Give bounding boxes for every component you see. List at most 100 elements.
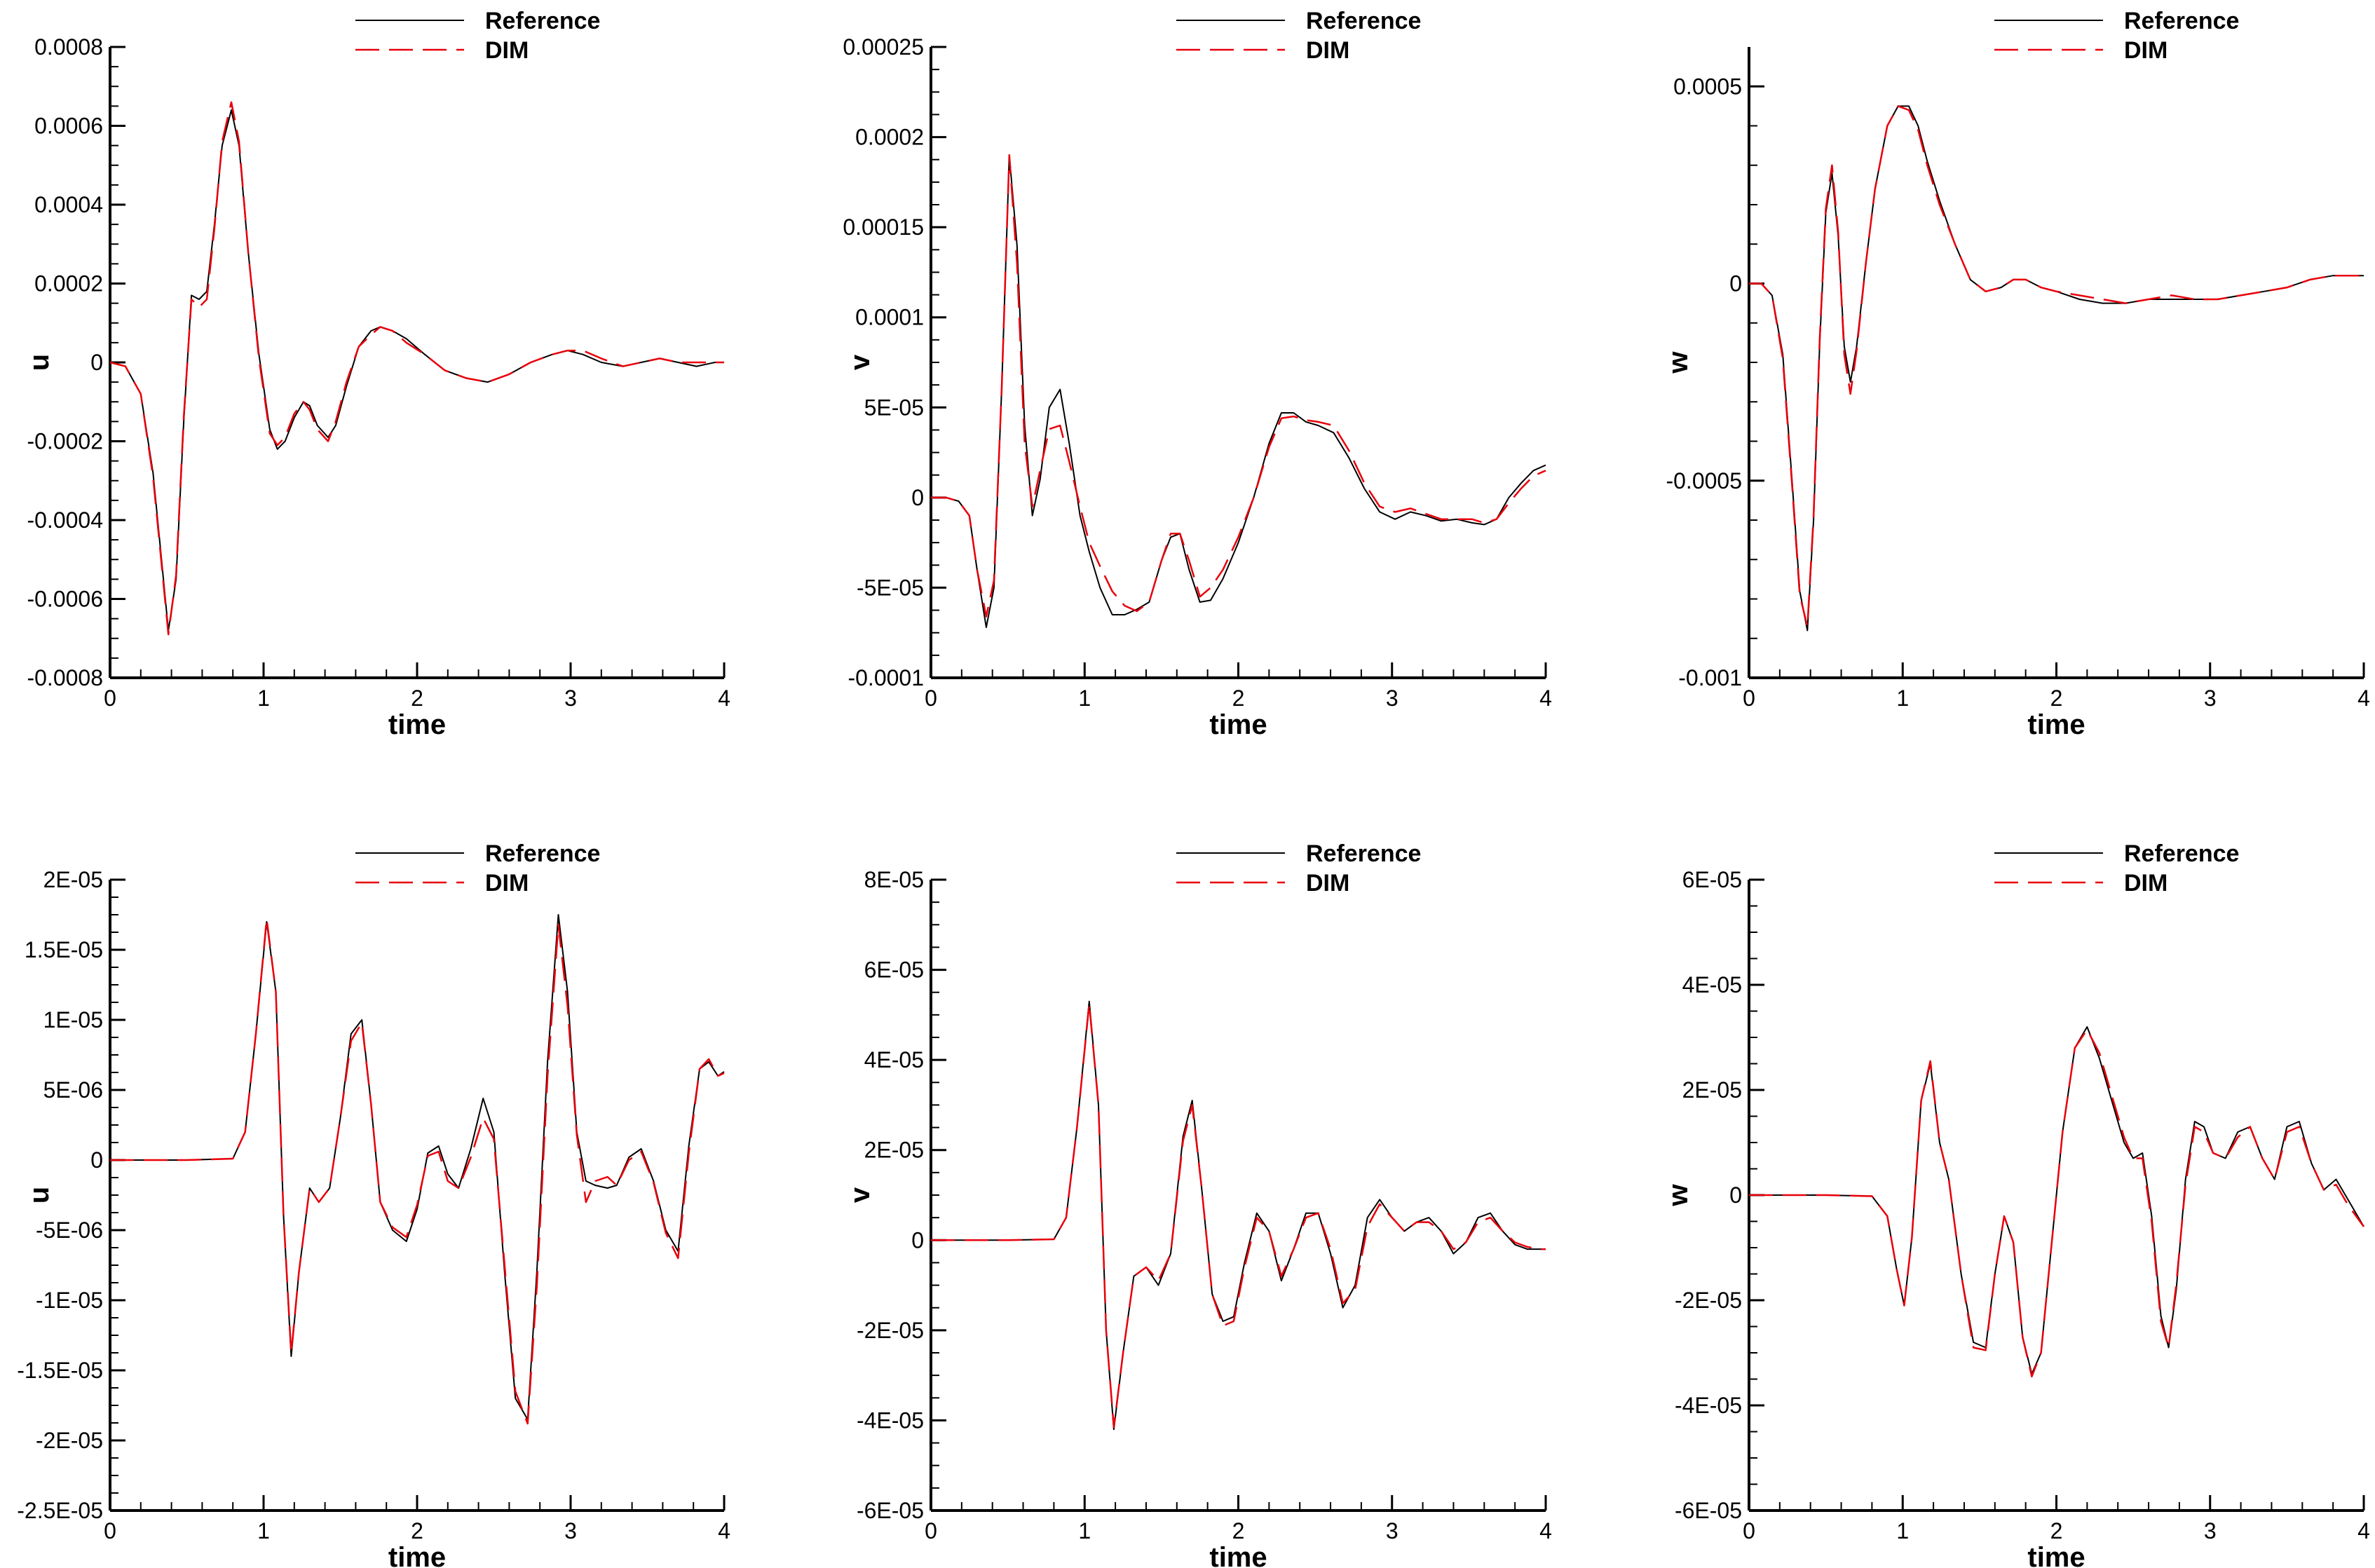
x-tick-label: 0 <box>1743 1518 1755 1543</box>
y-tick-label: -6E-05 <box>857 1498 924 1523</box>
x-axis-title: time <box>1209 1542 1267 1568</box>
y-tick-label: 0.00025 <box>843 34 924 60</box>
x-tick-label: 2 <box>411 1518 423 1543</box>
x-tick-label: 0 <box>104 686 116 711</box>
y-tick-label: 0 <box>911 485 924 510</box>
y-tick-label: -2E-05 <box>1675 1288 1742 1313</box>
y-tick-label: -5E-05 <box>857 575 924 600</box>
x-tick-label: 3 <box>1386 686 1399 711</box>
x-axis-title: time <box>388 1542 446 1568</box>
y-tick-label: 1E-05 <box>43 1007 103 1032</box>
x-tick-label: 1 <box>1896 686 1909 711</box>
chart-panel-4: 0 1 2 3 4 -2.5E-05 -2E-05 -1.5E-05 -1E-05 -5E-06 0… <box>17 840 730 1568</box>
y-tick-label: -2.5E-05 <box>17 1498 103 1523</box>
legend-dim-label: DIM <box>1306 37 1349 64</box>
chart-panel-3: 0 1 2 3 4 -0.001 -0.0005 0 0.0005 time w Reference D… <box>1663 8 2370 740</box>
y-tick-label: 0 <box>911 1227 924 1253</box>
y-tick-label: 0.0001 <box>855 305 924 330</box>
y-axis-title: w <box>1663 1184 1694 1207</box>
legend: Reference DIM <box>1176 840 1421 897</box>
legend-reference-label: Reference <box>485 840 600 867</box>
legend-dim-label: DIM <box>1306 870 1349 897</box>
x-axis-title: time <box>388 709 446 740</box>
x-axis-title: time <box>1209 709 1267 740</box>
x-tick-label: 1 <box>1896 1518 1909 1543</box>
legend: Reference DIM <box>355 840 600 897</box>
x-tick-label: 4 <box>1539 1518 1552 1543</box>
y-tick-label: 0 <box>90 1147 103 1173</box>
y-tick-label: 5E-06 <box>43 1077 103 1103</box>
y-axis-title: w <box>1663 351 1694 374</box>
y-tick-label: -2E-05 <box>36 1428 103 1453</box>
reference-series-line <box>1749 105 2364 632</box>
x-tick-label: 3 <box>1386 1518 1399 1543</box>
y-axis-title: u <box>24 354 55 371</box>
y-tick-label: -0.0006 <box>27 587 103 612</box>
legend: Reference DIM <box>1994 8 2239 64</box>
y-tick-label: 2E-05 <box>1682 1077 1742 1103</box>
x-tick-label: 1 <box>257 1518 270 1543</box>
y-tick-label: -0.0004 <box>27 507 103 533</box>
x-tick-label: 0 <box>925 686 937 711</box>
dim-series-line <box>931 1002 1546 1429</box>
x-tick-label: 0 <box>1743 686 1755 711</box>
y-tick-label: -6E-05 <box>1675 1498 1742 1523</box>
x-tick-label: 2 <box>1232 1518 1245 1543</box>
y-tick-label: -0.0008 <box>27 665 103 690</box>
y-tick-label: 0.00015 <box>843 214 924 240</box>
y-tick-label: 2E-05 <box>43 867 103 892</box>
x-tick-label: 2 <box>411 686 423 711</box>
legend-reference-label: Reference <box>2124 8 2239 34</box>
legend-reference-label: Reference <box>485 8 600 34</box>
legend: Reference DIM <box>355 8 600 64</box>
y-tick-label: 0.0008 <box>34 34 103 60</box>
x-tick-label: 0 <box>104 1518 116 1543</box>
x-tick-label: 3 <box>564 686 577 711</box>
y-tick-label: 8E-05 <box>864 867 924 892</box>
x-tick-label: 0 <box>925 1518 937 1543</box>
dim-series-line <box>109 101 724 636</box>
x-tick-label: 4 <box>2357 1518 2370 1543</box>
y-tick-label: 4E-05 <box>1682 972 1742 997</box>
legend-reference-label: Reference <box>1306 840 1421 867</box>
y-tick-label: -5E-06 <box>36 1218 103 1243</box>
legend-reference-label: Reference <box>2124 840 2239 867</box>
legend-dim-label: DIM <box>485 37 529 64</box>
reference-series-line <box>109 109 724 632</box>
x-tick-label: 3 <box>2204 686 2217 711</box>
reference-series-line <box>931 1000 1546 1431</box>
y-tick-label: 0 <box>90 350 103 375</box>
chart-panel-6: 0 1 2 3 4 -6E-05 -4E-05 -2E-05 0 2E-05 4E-05 6E-05 t… <box>1663 840 2370 1568</box>
dim-series-line <box>931 154 1546 618</box>
x-tick-label: 4 <box>1539 686 1552 711</box>
x-tick-label: 1 <box>257 686 270 711</box>
legend-reference-label: Reference <box>1306 8 1421 34</box>
chart-panel-1: 0 1 2 3 4 -0.0008 -0.0006 -0.0004 -0.0002 0 0.0002… <box>24 8 730 740</box>
y-tick-label: -4E-05 <box>1675 1393 1742 1418</box>
chart-panel-2: 0 1 2 3 4 -0.0001 -5E-05 0 5E-05 0.0001 0.00015 0.0… <box>843 8 1552 740</box>
legend: Reference DIM <box>1994 840 2239 897</box>
x-tick-label: 4 <box>2357 686 2370 711</box>
y-tick-label: -1.5E-05 <box>17 1358 103 1383</box>
dim-series-line <box>110 918 725 1425</box>
legend-dim-label: DIM <box>2124 37 2168 64</box>
x-tick-label: 3 <box>2204 1518 2217 1543</box>
x-tick-label: 2 <box>2050 1518 2063 1543</box>
x-axis-title: time <box>2027 709 2085 740</box>
x-tick-label: 4 <box>718 686 730 711</box>
x-tick-label: 2 <box>1232 686 1245 711</box>
y-tick-label: -4E-05 <box>857 1407 924 1433</box>
x-tick-label: 1 <box>1078 1518 1091 1543</box>
x-tick-label: 1 <box>1078 686 1091 711</box>
reference-series-line <box>931 154 1546 628</box>
y-tick-label: 6E-05 <box>1682 867 1742 892</box>
legend-dim-label: DIM <box>485 870 529 897</box>
y-tick-label: 5E-05 <box>864 395 924 420</box>
y-tick-label: -1E-05 <box>36 1288 103 1313</box>
y-tick-label: 4E-05 <box>864 1047 924 1072</box>
y-axis-title: v <box>845 1187 876 1203</box>
y-tick-label: -0.0005 <box>1666 468 1742 493</box>
y-tick-label: -0.0002 <box>27 429 103 454</box>
y-tick-label: 0.0002 <box>34 271 103 296</box>
